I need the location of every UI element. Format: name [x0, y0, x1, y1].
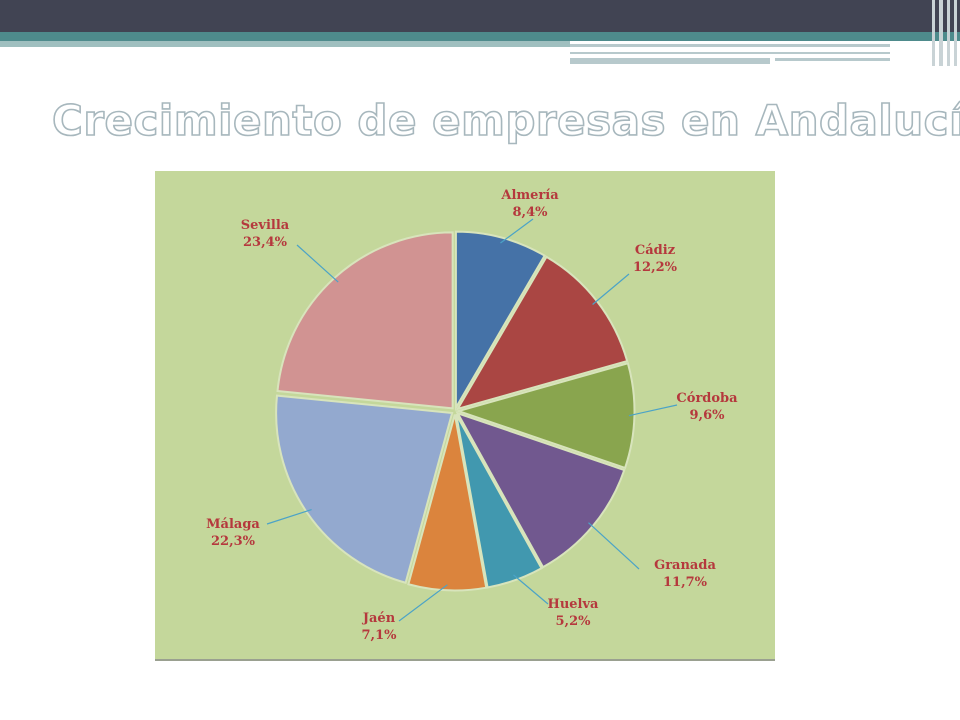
slice-value-huelva: 5,2% [556, 614, 592, 629]
leader-line-cordoba [628, 404, 678, 417]
pie-slice-malaga [275, 394, 454, 584]
pie-slice-sevilla [276, 231, 454, 410]
pie-slice-huelva [455, 413, 543, 589]
leader-line-jaen [398, 584, 448, 622]
slice-label-jaen: Jaén [362, 611, 396, 626]
corner-stripes [928, 0, 960, 66]
slice-value-granada: 11,7% [663, 575, 708, 590]
slice-label-huelva: Huelva [548, 597, 599, 612]
slice-value-jaen: 7,1% [362, 628, 398, 643]
decor-line [570, 58, 770, 64]
slice-label-almeria: Almería [500, 188, 559, 203]
leader-line-almeria [500, 218, 534, 244]
leader-line-malaga [266, 508, 312, 525]
slice-value-cordoba: 9,6% [690, 408, 726, 423]
slide-title: Crecimiento de empresas en Andalucía [51, 95, 960, 146]
slice-value-sevilla: 23,4% [243, 235, 288, 250]
pie-chart-panel: Almería 8,4% Cádiz 12,2% Córdoba 9,6% Granada 1… [155, 171, 775, 661]
slice-label-cadiz: Cádiz [635, 243, 675, 258]
leader-line-granada [588, 522, 640, 570]
pie-slice-cordoba [455, 362, 636, 470]
accent-band [0, 32, 960, 41]
top-banner [0, 0, 960, 32]
decor-line [570, 44, 890, 47]
decor-line [775, 58, 890, 61]
pie-chart: Almería 8,4% Cádiz 12,2% Córdoba 9,6% Granada 1… [206, 188, 738, 643]
slice-value-almeria: 8,4% [513, 205, 549, 220]
slice-label-granada: Granada [654, 558, 716, 573]
slice-label-malaga: Málaga [206, 517, 260, 532]
leader-line-huelva [513, 574, 549, 605]
slice-label-sevilla: Sevilla [241, 218, 290, 233]
slice-value-malaga: 22,3% [211, 534, 256, 549]
leader-line-cadiz [592, 273, 630, 305]
leader-line-sevilla [296, 244, 339, 283]
slice-value-cadiz: 12,2% [633, 260, 678, 275]
slice-label-cordoba: Córdoba [676, 391, 738, 406]
accent-band-light [0, 41, 570, 47]
pie-slice-jaen [407, 414, 488, 592]
pie-slice-almeria [454, 230, 546, 412]
decor-line [570, 52, 890, 54]
